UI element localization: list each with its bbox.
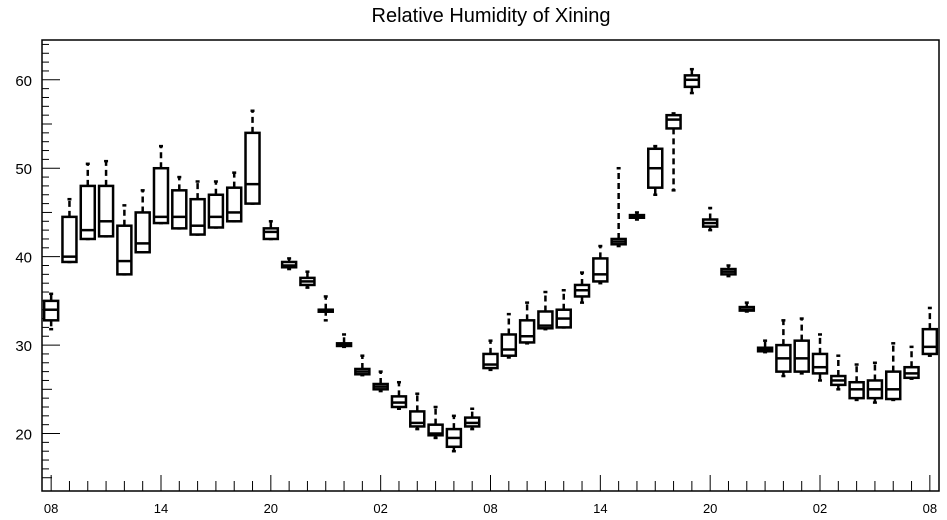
box (61, 197, 78, 264)
box (756, 339, 774, 354)
box (152, 144, 170, 225)
box (573, 271, 591, 304)
x-tick-label: 14 (593, 501, 607, 516)
box (738, 301, 756, 313)
x-tick-label: 20 (703, 501, 717, 516)
y-tick-label: 50 (15, 161, 32, 178)
x-tick-label: 02 (813, 501, 827, 516)
box (445, 414, 463, 453)
box (134, 189, 151, 254)
box-iqr (482, 352, 499, 370)
box (427, 405, 444, 440)
box-iqr (811, 352, 829, 375)
box (610, 166, 627, 248)
box (537, 290, 554, 331)
box-iqr (171, 189, 188, 230)
box (372, 370, 389, 393)
box (921, 306, 939, 357)
box-iqr (244, 131, 261, 205)
box (647, 144, 664, 197)
box-iqr (665, 113, 682, 130)
box (189, 180, 206, 236)
plot-frame (41, 39, 940, 492)
box-iqr (152, 166, 170, 225)
box (720, 264, 737, 278)
box (848, 363, 865, 402)
chart-title: Relative Humidity of Xining (372, 5, 611, 27)
box-iqr (207, 193, 225, 229)
y-tick-label: 60 (15, 73, 32, 90)
x-tick-label: 08 (44, 501, 58, 516)
box (518, 301, 536, 345)
y-tick-label: 30 (15, 338, 32, 355)
box (299, 270, 316, 289)
x-tick-label: 08 (923, 501, 937, 516)
box (665, 112, 682, 192)
box (903, 345, 920, 380)
x-axis: 08 14 20 02 08 14 20 02 08 (44, 475, 937, 516)
box-iqr (518, 319, 536, 344)
box (555, 289, 572, 329)
box (317, 295, 334, 322)
box (830, 354, 847, 391)
box (390, 380, 408, 411)
box (409, 392, 426, 431)
box-iqr (427, 423, 444, 437)
box-iqr (116, 224, 133, 276)
box-iqr (225, 186, 243, 223)
box (793, 317, 810, 375)
box (280, 257, 298, 271)
box-iqr (79, 184, 97, 241)
y-axis: 20 30 40 50 60 (15, 43, 60, 479)
box-iqr (409, 410, 426, 428)
box-iqr (134, 211, 151, 254)
box (775, 319, 792, 378)
box (79, 162, 97, 241)
y-tick-label: 20 (15, 427, 32, 444)
box (97, 159, 115, 238)
box (42, 292, 60, 331)
box (701, 206, 719, 232)
x-tick-label: 14 (154, 501, 168, 516)
box (811, 333, 829, 382)
box-iqr (262, 227, 280, 241)
box-iqr (189, 197, 206, 236)
box (592, 244, 609, 285)
box (628, 211, 646, 221)
box (354, 354, 371, 377)
box-iqr (97, 184, 115, 238)
y-tick-label: 40 (15, 250, 32, 267)
box-iqr (61, 215, 78, 264)
box (207, 180, 225, 229)
box-iqr (592, 257, 609, 283)
box-iqr (683, 74, 701, 89)
box-series (42, 67, 939, 453)
box (683, 67, 701, 95)
box-iqr (884, 370, 902, 401)
x-tick-label: 20 (264, 501, 278, 516)
box-iqr (921, 327, 939, 356)
box (463, 407, 481, 431)
box (884, 342, 902, 402)
box-iqr (793, 339, 810, 373)
box (244, 109, 261, 205)
x-tick-label: 02 (373, 501, 387, 516)
box-iqr (500, 333, 518, 357)
box (482, 339, 499, 372)
box (225, 171, 243, 223)
box (262, 220, 280, 241)
box-iqr (537, 310, 554, 330)
box (500, 312, 518, 359)
box (116, 204, 133, 276)
box (171, 175, 188, 230)
box (866, 361, 884, 404)
x-tick-label: 08 (483, 501, 497, 516)
box (335, 333, 353, 349)
